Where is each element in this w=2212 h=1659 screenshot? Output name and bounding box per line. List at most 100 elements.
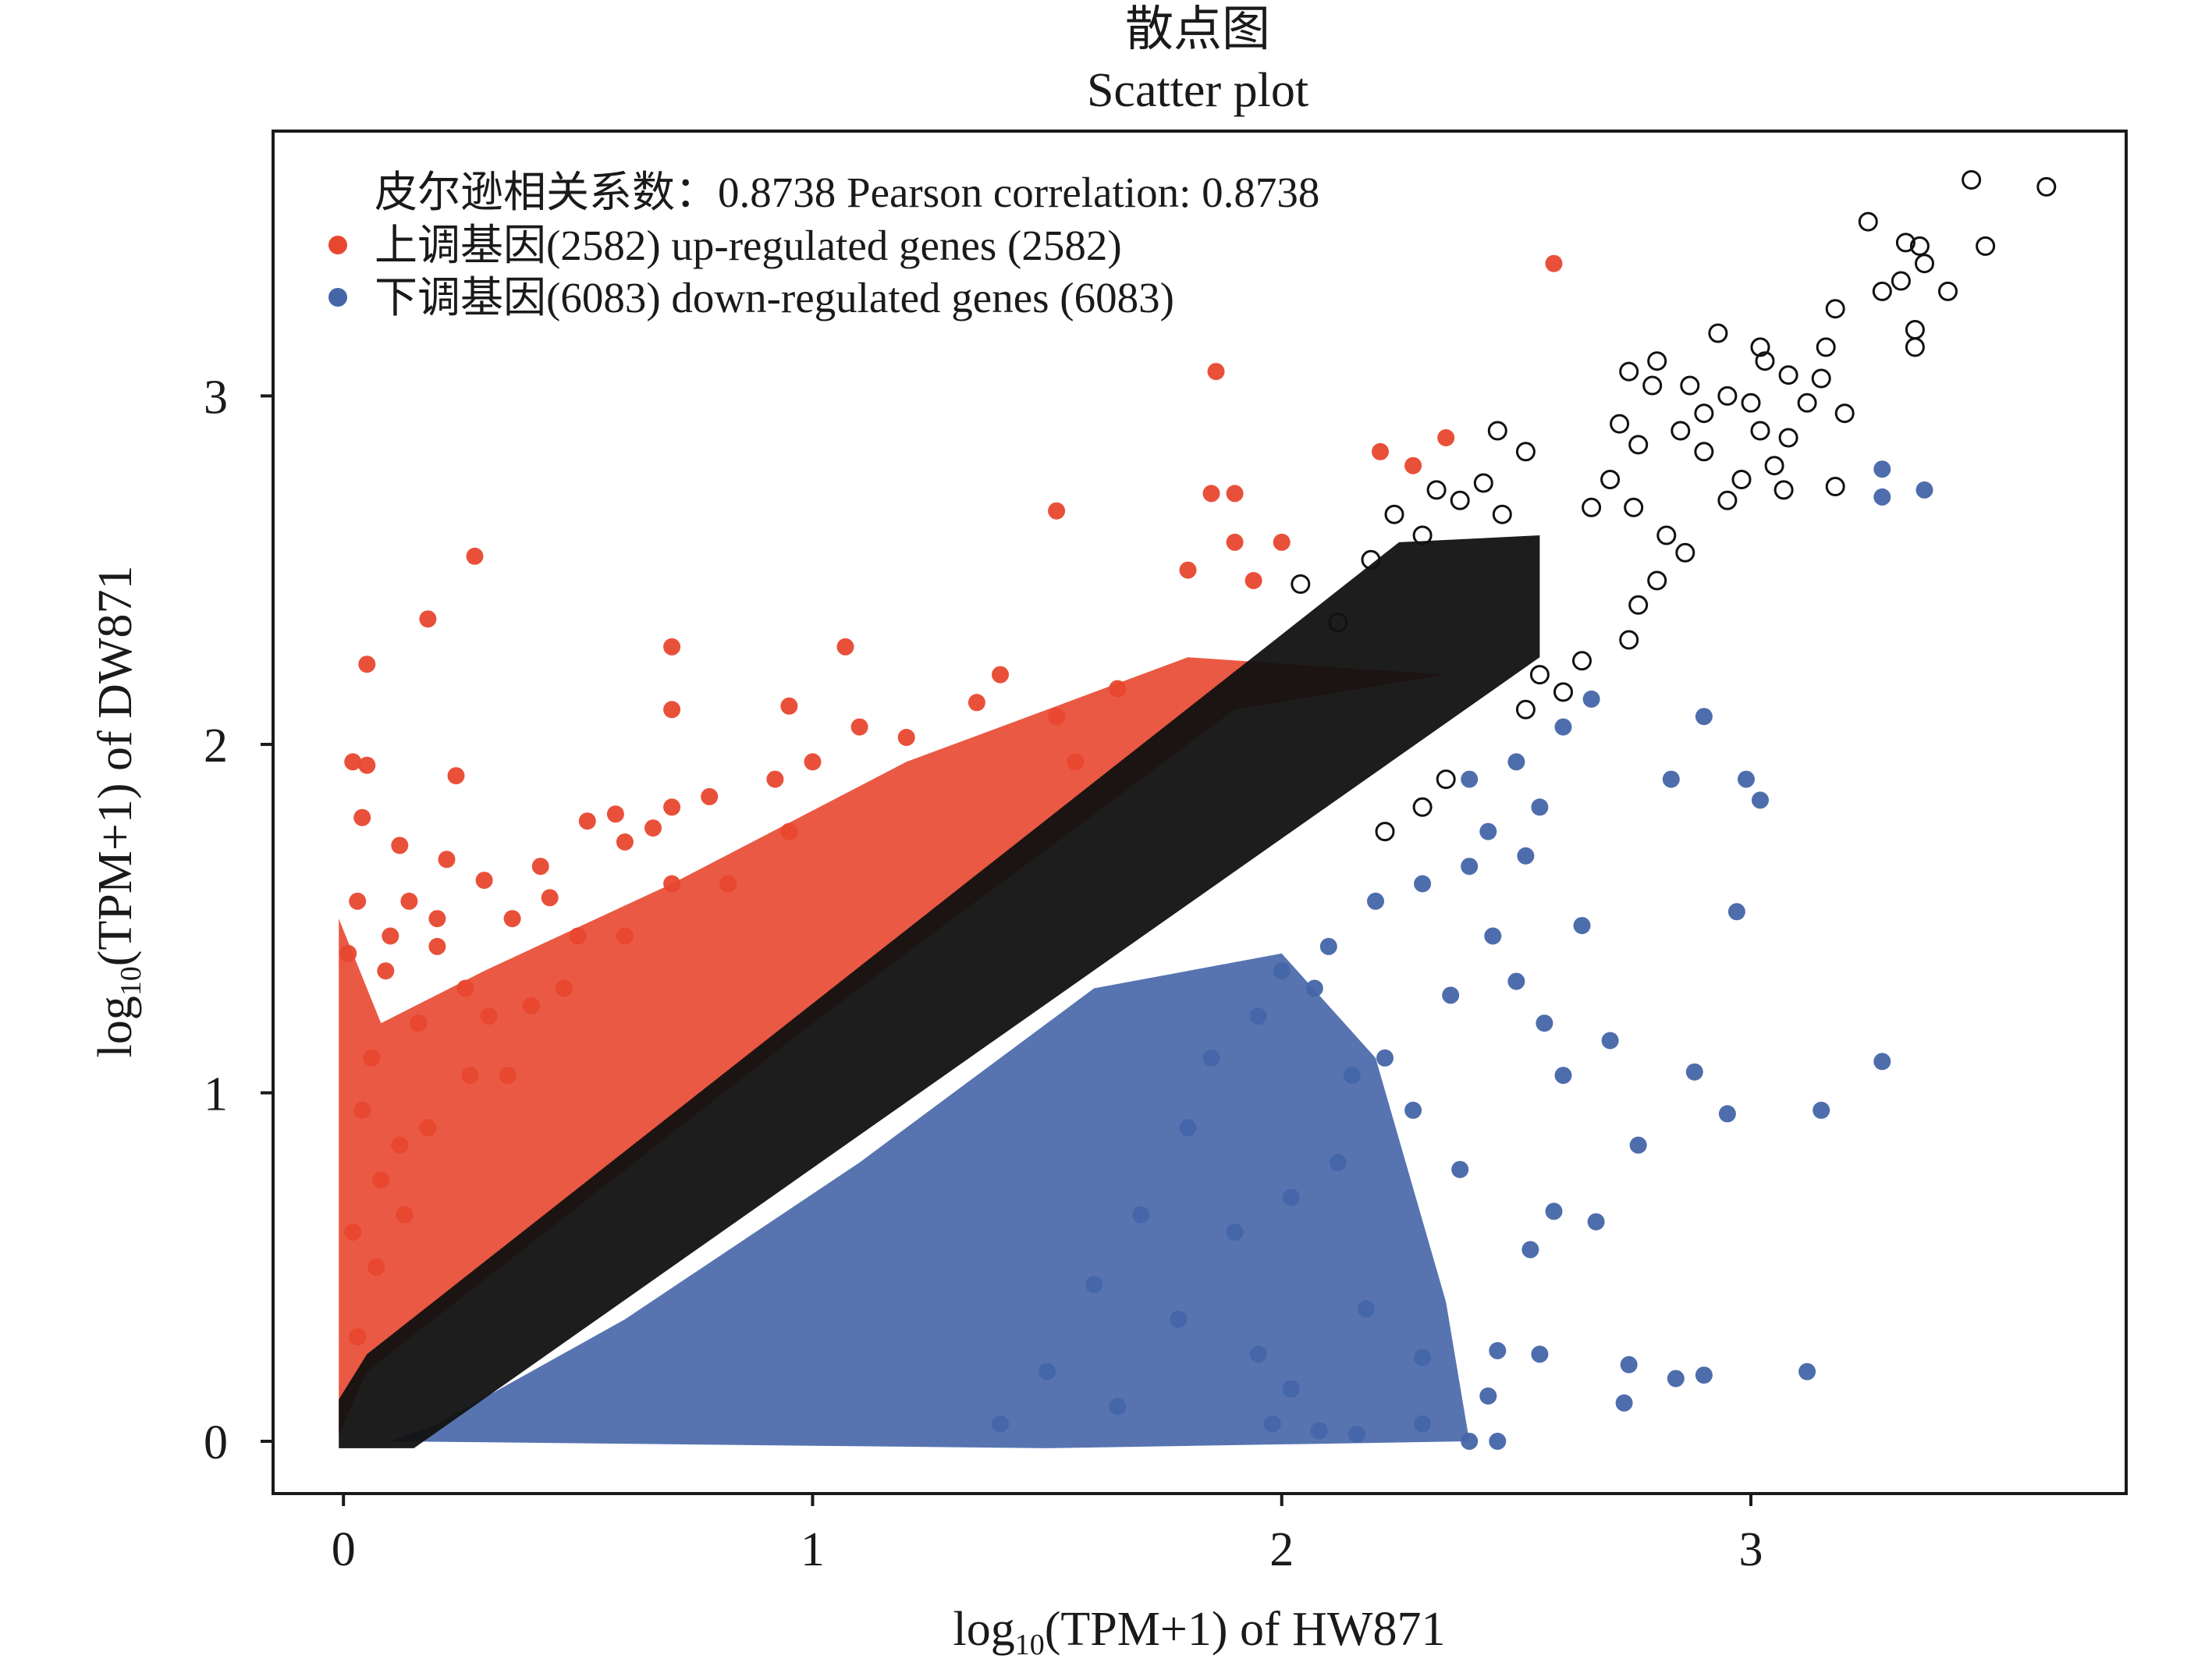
point-up-regulated-30	[616, 833, 634, 851]
point-unchanged-23	[1741, 393, 1761, 413]
point-down-regulated-46	[1347, 1426, 1365, 1444]
y-axis-label-prefix: log	[89, 996, 142, 1057]
point-down-regulated-59	[1170, 1310, 1188, 1328]
point-up-regulated-71	[663, 875, 681, 893]
cloud-unchanged	[339, 535, 1540, 1448]
point-down-regulated-11	[1685, 1063, 1703, 1081]
point-up-regulated-48	[1048, 708, 1066, 726]
point-down-regulated-40	[1667, 1369, 1685, 1387]
point-unchanged-40	[1487, 421, 1507, 441]
point-down-regulated-13	[1554, 1067, 1572, 1085]
point-up-regulated-16	[1179, 561, 1197, 579]
point-down-regulated-14	[1629, 1136, 1647, 1154]
point-down-regulated-67	[1554, 718, 1572, 736]
point-up-regulated-20	[344, 753, 362, 771]
legend-label-up-regulated: 上调基因(2582) up-regulated genes (2582)	[375, 222, 1122, 269]
x-axis-label: log10(TPM+1) of HW871	[953, 1603, 1446, 1659]
point-down-regulated-51	[1414, 875, 1432, 893]
point-unchanged-6	[1915, 254, 1934, 274]
plot-frame	[272, 130, 2128, 1495]
point-down-regulated-12	[1601, 1032, 1619, 1050]
point-unchanged-26	[1834, 403, 1855, 424]
point-down-regulated-29	[1329, 1153, 1347, 1171]
point-down-regulated-18	[1545, 1203, 1563, 1220]
point-up-regulated-67	[499, 1067, 517, 1085]
point-unchanged-22	[1778, 365, 1798, 385]
legend-label-down-regulated: 下调基因(6083) down-regulated genes (6083)	[375, 274, 1174, 321]
x-tick-label-1: 1	[801, 1523, 825, 1576]
point-unchanged-30	[1628, 435, 1649, 455]
point-up-regulated-38	[456, 979, 474, 997]
point-up-regulated-18	[1273, 533, 1291, 551]
point-unchanged-9	[1938, 281, 1958, 301]
point-unchanged-25	[1797, 393, 1817, 413]
point-down-regulated-41	[1695, 1366, 1713, 1384]
point-down-regulated-4	[1582, 690, 1600, 708]
point-up-regulated-59	[522, 996, 540, 1014]
point-up-regulated-63	[349, 1328, 367, 1346]
point-up-regulated-15	[1404, 456, 1422, 474]
point-up-regulated-65	[396, 1206, 414, 1224]
y-axis-label: log10(TPM+1) of DW871	[89, 566, 147, 1058]
point-up-regulated-37	[428, 937, 446, 955]
point-down-regulated-31	[1226, 1224, 1244, 1242]
point-unchanged-44	[1675, 542, 1695, 563]
point-unchanged-28	[1694, 403, 1714, 424]
point-unchanged-21	[1717, 385, 1738, 406]
point-down-regulated-22	[1442, 986, 1460, 1004]
point-unchanged-50	[1529, 665, 1550, 685]
point-up-regulated-17	[1226, 533, 1244, 551]
point-down-regulated-58	[1085, 1276, 1103, 1294]
point-unchanged-20	[1680, 375, 1700, 396]
point-up-regulated-0	[1545, 254, 1563, 272]
point-up-regulated-40	[480, 1007, 498, 1025]
point-unchanged-57	[1473, 473, 1493, 493]
point-unchanged-19	[1647, 351, 1667, 371]
point-down-regulated-53	[1319, 937, 1337, 955]
x-axis-label-suffix: (TPM+1) of HW871	[1045, 1603, 1446, 1656]
point-up-regulated-10	[1048, 502, 1066, 520]
point-down-regulated-68	[1531, 798, 1549, 816]
point-unchanged-24	[1811, 368, 1831, 389]
point-up-regulated-34	[400, 892, 418, 910]
point-up-regulated-68	[555, 979, 573, 997]
point-unchanged-45	[1647, 570, 1667, 591]
point-up-regulated-31	[644, 819, 662, 837]
point-unchanged-52	[1412, 525, 1433, 545]
point-down-regulated-30	[1282, 1188, 1300, 1206]
point-up-regulated-11	[1202, 485, 1220, 503]
point-unchanged-29	[1610, 414, 1630, 434]
point-unchanged-37	[1774, 480, 1794, 500]
point-unchanged-51	[1515, 699, 1536, 719]
point-down-regulated-57	[1132, 1206, 1150, 1224]
x-tick-label-2: 2	[1269, 1523, 1294, 1576]
point-unchanged-13	[1816, 337, 1836, 357]
point-down-regulated-45	[1310, 1422, 1328, 1440]
point-unchanged-36	[1717, 490, 1738, 510]
point-up-regulated-52	[339, 944, 357, 962]
point-down-regulated-33	[1414, 1348, 1432, 1366]
point-down-regulated-56	[1179, 1119, 1197, 1137]
point-unchanged-31	[1671, 421, 1691, 441]
point-unchanged-5	[1976, 236, 1996, 256]
point-unchanged-47	[1619, 630, 1639, 650]
point-up-regulated-50	[1109, 680, 1127, 698]
point-unchanged-3	[1895, 233, 1916, 253]
point-up-regulated-55	[372, 1171, 390, 1189]
point-down-regulated-1	[1873, 488, 1891, 506]
point-down-regulated-26	[1249, 1007, 1267, 1025]
point-down-regulated-21	[1484, 927, 1502, 945]
point-unchanged-17	[1619, 361, 1639, 382]
point-unchanged-53	[1384, 504, 1404, 524]
point-up-regulated-27	[541, 889, 559, 907]
point-unchanged-62	[1436, 769, 1456, 790]
point-unchanged-1	[2036, 176, 2057, 197]
point-down-regulated-16	[1587, 1213, 1605, 1231]
point-up-regulated-43	[804, 753, 822, 771]
point-down-regulated-36	[1479, 1387, 1497, 1405]
point-unchanged-61	[1600, 470, 1621, 489]
point-down-regulated-27	[1404, 1101, 1422, 1119]
point-down-regulated-9	[1873, 1053, 1891, 1071]
point-up-regulated-32	[663, 798, 681, 816]
point-down-regulated-60	[1249, 1345, 1267, 1363]
